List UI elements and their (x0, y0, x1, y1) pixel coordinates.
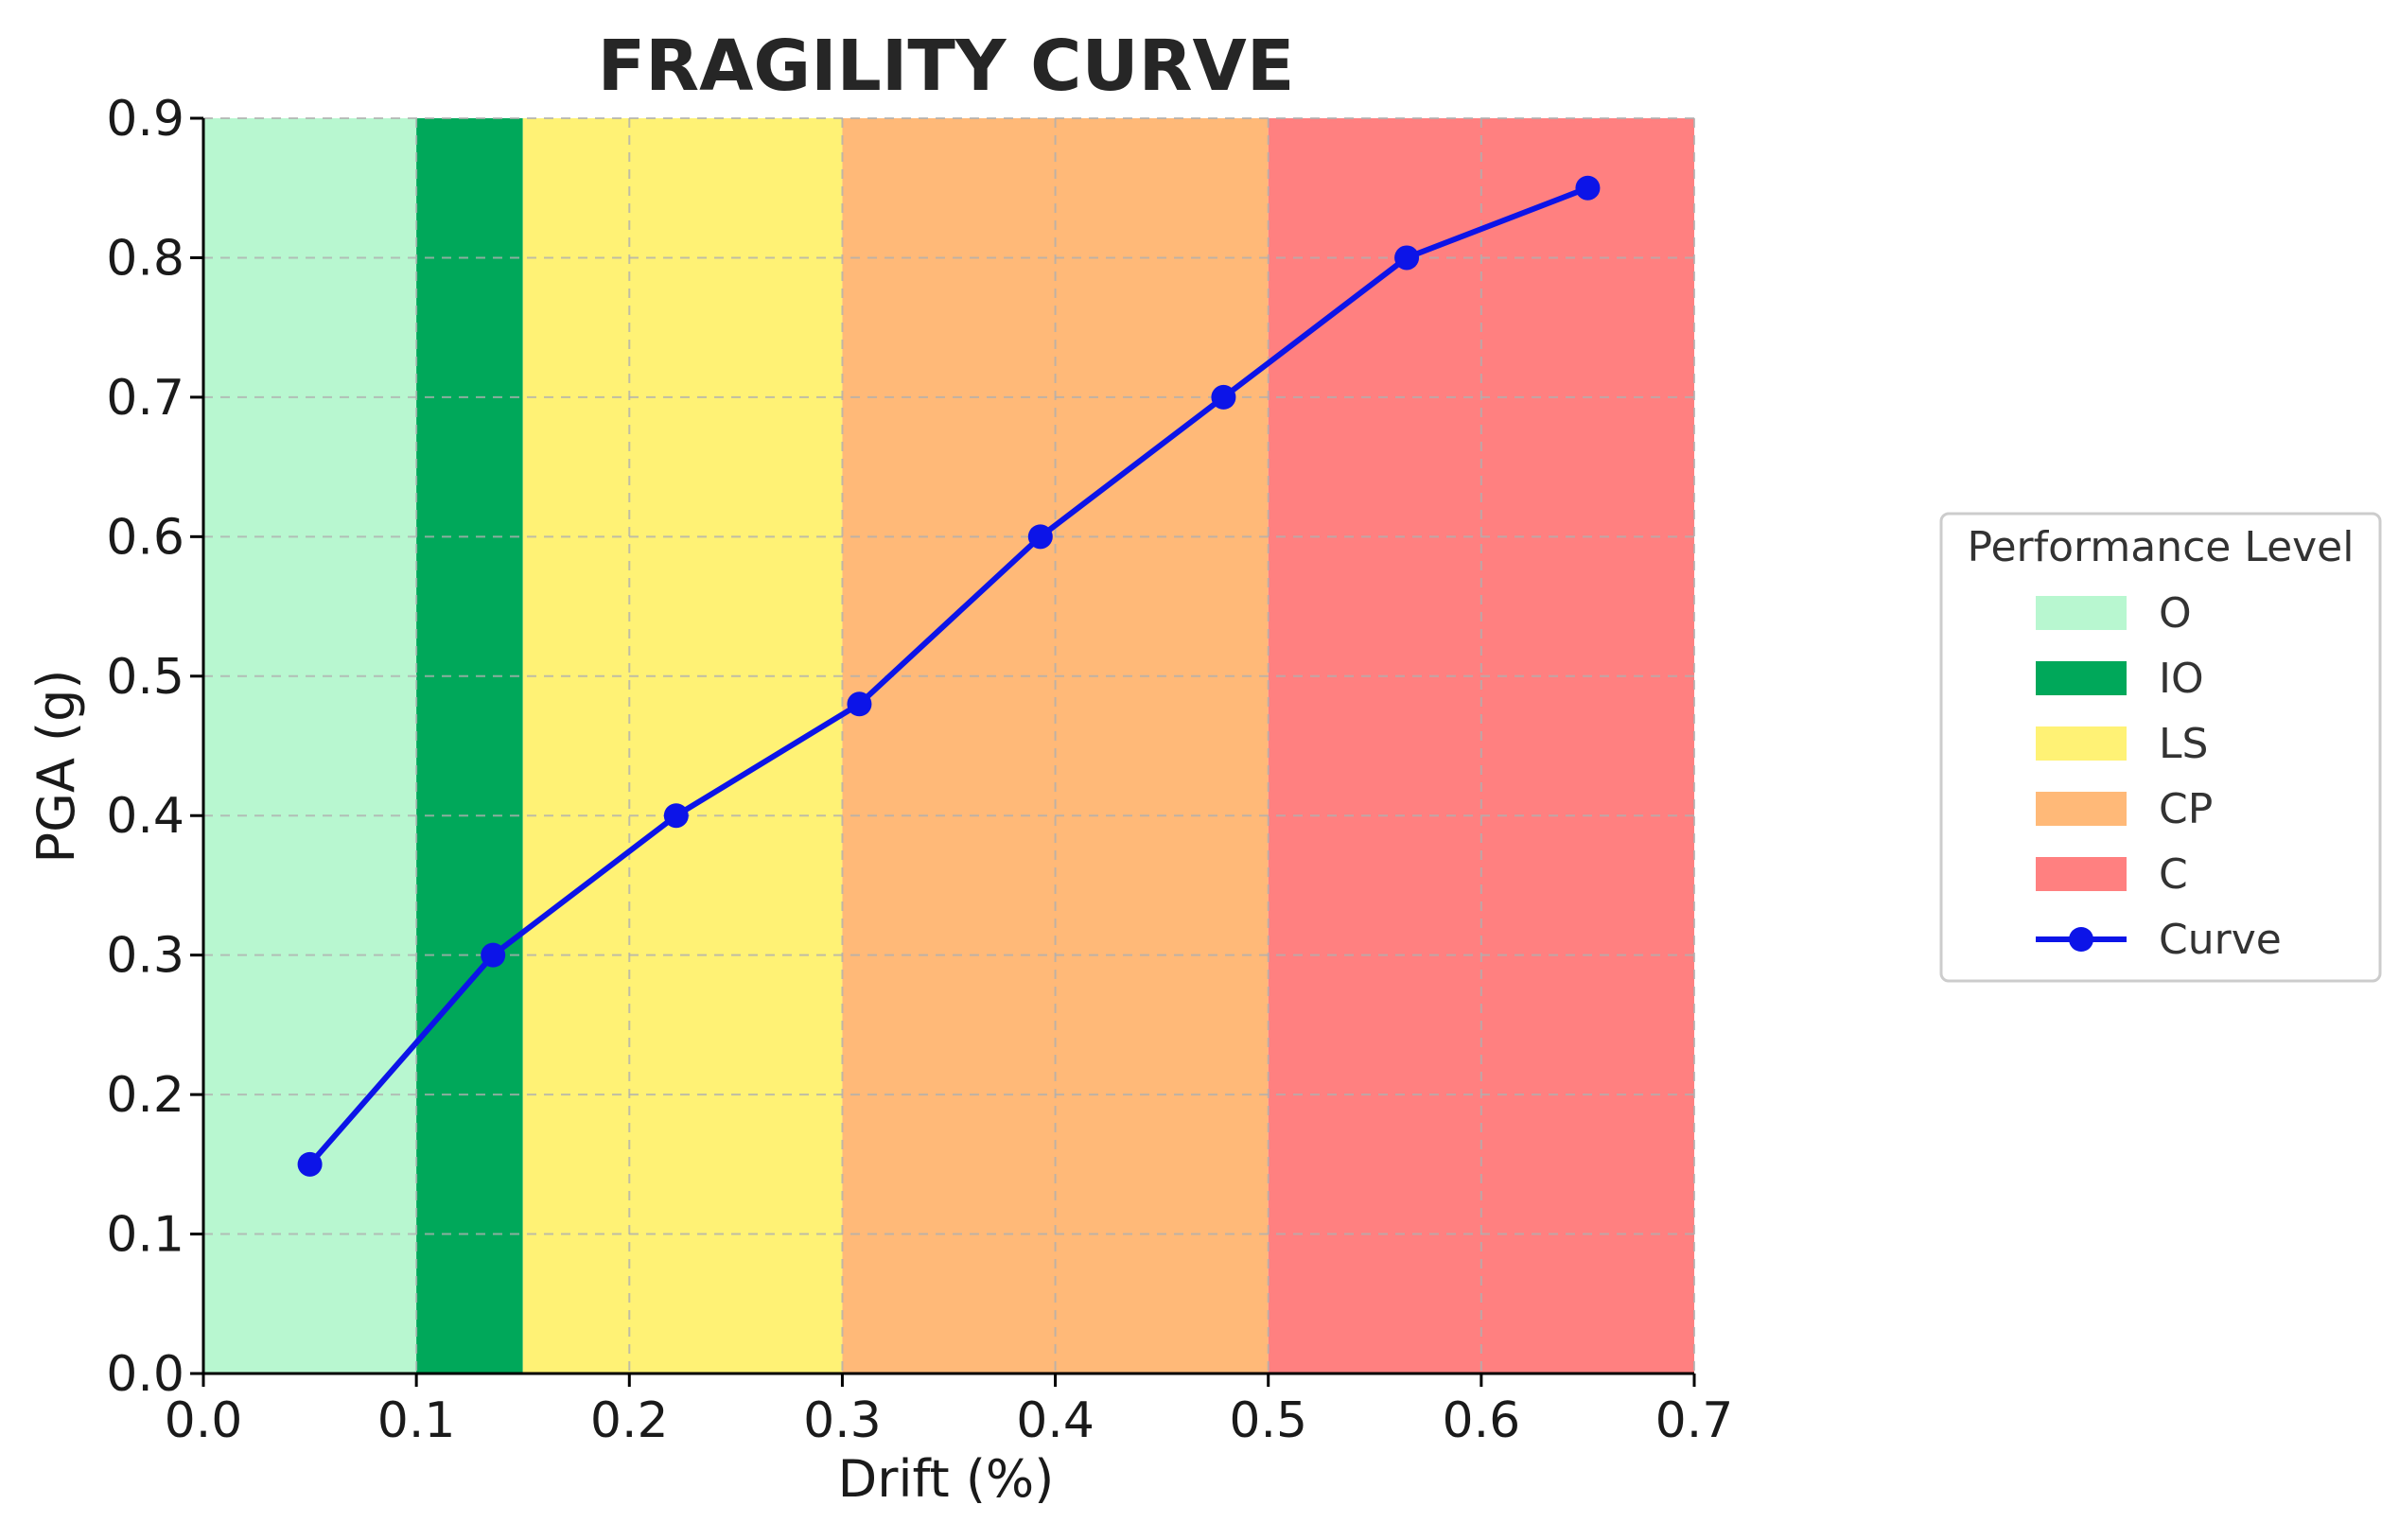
ticks-layer: 0.0 0.1 0.2 0.3 0.4 0.5 0.6 0.7 0.0 0.1 0.2 0.3 0.4 0… (106, 91, 1733, 1449)
band-io (416, 118, 523, 1374)
legend-marker-curve (2069, 927, 2093, 952)
y-tick-label: 0.2 (106, 1067, 184, 1124)
y-tick-label: 0.5 (106, 649, 184, 706)
series-line-curve (306, 184, 1591, 1167)
legend: Performance Level O IO LS CP C Curve (1939, 512, 2382, 983)
x-tick-label: 0.7 (1655, 1392, 1734, 1449)
data-point (297, 1151, 323, 1177)
y-tick-label: 0.0 (106, 1346, 184, 1403)
bands-layer (203, 118, 1694, 1374)
y-tick-label: 0.4 (106, 788, 184, 845)
x-tick-label: 0.2 (590, 1392, 669, 1449)
y-tick-label: 0.1 (106, 1207, 184, 1264)
x-tick-label: 0.3 (803, 1392, 882, 1449)
legend-label-c: C (2159, 850, 2188, 899)
y-tick-label: 0.7 (106, 370, 184, 427)
band-o (203, 118, 417, 1374)
data-point (1394, 245, 1420, 271)
legend-label-cp: CP (2159, 785, 2213, 833)
data-point (1211, 384, 1236, 410)
legend-label-ls: LS (2159, 720, 2208, 768)
x-axis-label: Drift (%) (838, 1449, 1055, 1509)
data-point (847, 691, 872, 717)
chart-title: FRAGILITY CURVE (598, 26, 1295, 107)
x-tick-label: 0.1 (377, 1392, 456, 1449)
legend-swatch-cp (2036, 792, 2127, 826)
axes-layer (201, 118, 1694, 1375)
x-tick-label: 0.5 (1229, 1392, 1307, 1449)
legend-title: Performance Level (1968, 523, 2355, 571)
legend-swatch-c (2036, 857, 2127, 891)
data-point (481, 942, 506, 968)
legend-label-io: IO (2159, 655, 2204, 703)
y-tick-label: 0.8 (106, 230, 184, 287)
y-tick-label: 0.9 (106, 91, 184, 148)
data-point (1575, 175, 1601, 201)
data-point (663, 803, 689, 829)
legend-label-o: O (2159, 589, 2192, 638)
series-layer (297, 175, 1601, 1177)
data-point (1027, 524, 1053, 550)
legend-label-curve: Curve (2159, 916, 2282, 964)
y-tick-label: 0.3 (106, 928, 184, 985)
y-axis-label: PGA (g) (26, 670, 86, 864)
x-tick-label: 0.0 (165, 1392, 243, 1449)
x-tick-label: 0.6 (1443, 1392, 1521, 1449)
legend-swatch-o (2036, 596, 2127, 630)
legend-items: O IO LS CP C Curve (2036, 589, 2282, 964)
legend-swatch-io (2036, 661, 2127, 695)
x-tick-label: 0.4 (1016, 1392, 1094, 1449)
legend-swatch-ls (2036, 726, 2127, 761)
y-tick-label: 0.6 (106, 509, 184, 566)
